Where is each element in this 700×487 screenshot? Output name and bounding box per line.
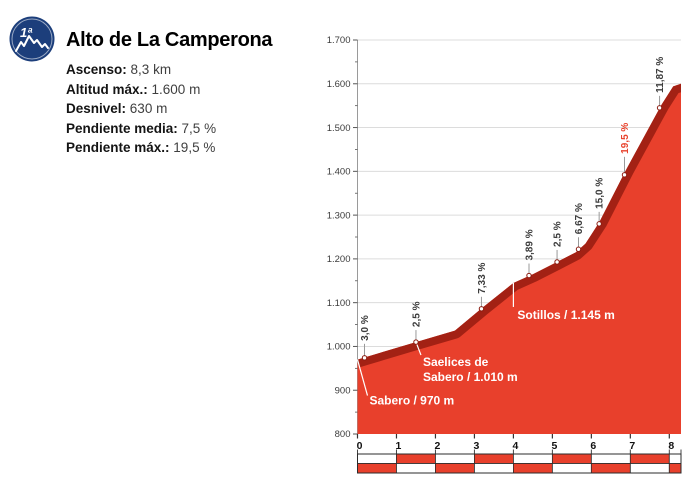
- gradient-dot: [656, 105, 663, 111]
- gradient-label: 2,5 %: [411, 301, 422, 327]
- y-tick-label: 1.500: [327, 123, 351, 134]
- scale-cell: [590, 453, 631, 464]
- scale-cell: [513, 453, 553, 464]
- scale-cell: [357, 453, 397, 464]
- stat-value: 8,3 km: [130, 62, 172, 77]
- scale-cell: [435, 453, 475, 464]
- scale-cell: [629, 453, 670, 464]
- gradient-dot: [621, 172, 628, 178]
- scale-cell: [474, 463, 514, 474]
- stat-value: 7,5 %: [181, 120, 217, 136]
- y-tick-label: 1.200: [327, 254, 351, 265]
- scale-cell: [396, 463, 436, 474]
- gradient-label: 19,5 %: [620, 123, 631, 154]
- stat-label: Ascenso:: [66, 62, 127, 77]
- waypoint-label: Sotillos / 1.145 m: [517, 308, 614, 322]
- y-tick-label: 1.600: [327, 79, 351, 90]
- x-tick-label: 6: [590, 440, 596, 452]
- y-tick-label: 1.400: [327, 167, 351, 178]
- y-tick-label: 900: [335, 385, 351, 396]
- scale-cell: [396, 453, 436, 464]
- scale-cell: [590, 463, 631, 474]
- stat-value: 1.600 m: [151, 81, 201, 97]
- gradient-dot: [575, 246, 582, 252]
- y-tick-label: 800: [335, 429, 351, 440]
- gradient-dot: [596, 221, 602, 227]
- badge-ring: [11, 18, 53, 60]
- gradient-label: 2,5 %: [553, 221, 564, 247]
- stat-value: 630 m: [129, 101, 168, 116]
- gradient-label: 15,0 %: [595, 178, 606, 209]
- x-tick-label: 3: [474, 440, 480, 452]
- scale-cell: [551, 463, 592, 474]
- stat-label: Pendiente máx.:: [66, 140, 170, 155]
- gradient-dot: [478, 306, 485, 312]
- scale-cell: [629, 463, 670, 474]
- y-tick-label: 1.000: [327, 342, 351, 353]
- gradient-label: 11,87 %: [655, 57, 666, 93]
- y-tick-label: 1.300: [327, 210, 351, 221]
- gradient-label: 3,0 %: [360, 315, 371, 341]
- scale-cell: [474, 453, 514, 464]
- gradient-dot: [526, 272, 532, 279]
- x-tick-label: 0: [357, 440, 363, 452]
- gradient-dot: [554, 259, 560, 265]
- climb-title: Alto de La Camperona: [66, 29, 273, 51]
- profile-area: [357, 83, 681, 435]
- stat-row: Pendiente media: 7,5 %: [66, 119, 216, 139]
- gradient-label: 6,67 %: [574, 203, 585, 234]
- stat-label: Altitud máx.:: [66, 81, 148, 97]
- gradient-dot: [361, 355, 368, 361]
- stat-label: Pendiente media:: [66, 120, 178, 136]
- waypoint-label: Saelices de: [423, 355, 489, 369]
- stat-row: Desnivel: 630 m: [66, 99, 216, 119]
- scale-cell: [668, 463, 682, 474]
- waypoint-leader: [356, 359, 369, 396]
- stat-row: Ascenso: 8,3 km: [66, 60, 216, 80]
- stat-row: Altitud máx.: 1.600 m: [66, 80, 216, 100]
- x-tick-label: 8: [668, 440, 674, 452]
- x-tick-label: 4: [512, 440, 518, 452]
- y-tick-label: 1.100: [327, 298, 351, 309]
- x-tick-label: 7: [629, 440, 635, 452]
- y-tick-label: 1.700: [327, 35, 351, 46]
- stat-label: Desnivel:: [66, 101, 127, 116]
- scale-cell: [435, 463, 475, 474]
- scale-cell: [357, 463, 397, 474]
- waypoint-label: Sabero / 970 m: [370, 394, 455, 408]
- gradient-dot: [413, 339, 419, 345]
- climb-stats: Ascenso: 8,3 km Altitud máx.: 1.600 m De…: [66, 60, 216, 158]
- x-tick-label: 2: [435, 440, 441, 452]
- x-tick-label: 5: [551, 440, 557, 452]
- climb-info-panel: 1ª Alto de La Camperona Ascenso: 8,3 km …: [0, 0, 320, 200]
- stat-value: 19,5 %: [173, 140, 216, 155]
- stat-row: Pendiente máx.: 19,5 %: [66, 138, 216, 158]
- scale-cell: [668, 453, 682, 464]
- mountain-icon: [15, 35, 49, 52]
- scale-cell: [551, 453, 592, 464]
- waypoint-label: Sabero / 1.010 m: [423, 370, 518, 384]
- scale-cell: [513, 463, 553, 474]
- x-tick-label: 1: [396, 440, 402, 452]
- gradient-label: 7,33 %: [477, 263, 488, 294]
- gradient-label: 3,89 %: [524, 229, 535, 260]
- category-badge: 1ª: [9, 16, 55, 62]
- km-scale-bar-outline: [357, 453, 682, 474]
